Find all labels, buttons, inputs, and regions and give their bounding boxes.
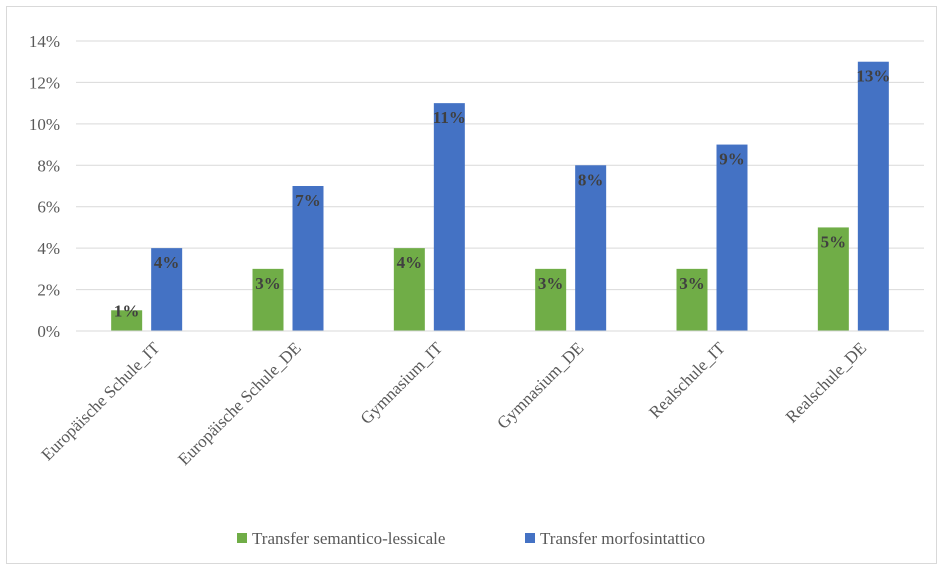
x-category-label: Realschule_DE: [782, 338, 870, 426]
x-category-label: Gymnasium_IT: [357, 338, 447, 428]
y-tick-label: 8%: [37, 156, 60, 175]
data-label: 4%: [154, 253, 180, 272]
bar-morfosintattico: [857, 61, 889, 331]
x-category-label: Realschule_IT: [645, 338, 729, 422]
x-axis-categories: Europäische Schule_IT Europäische Schule_…: [38, 338, 871, 469]
data-label: 4%: [397, 253, 423, 272]
legend-label-semantico: Transfer semantico-lessicale: [252, 529, 445, 548]
bar-semantico: [817, 227, 849, 331]
legend-swatch-morfosintattico: [525, 533, 535, 543]
legend: Transfer semantico-lessicale Transfer mo…: [237, 529, 705, 548]
y-tick-label: 12%: [29, 73, 60, 92]
data-label: 11%: [433, 108, 466, 127]
legend-label-morfosintattico: Transfer morfosintattico: [540, 529, 705, 548]
y-tick-label: 0%: [37, 322, 60, 341]
y-axis-ticks: 0% 2% 4% 6% 8% 10% 12% 14%: [29, 32, 60, 341]
bar-morfosintattico: [575, 165, 607, 331]
x-category-label: Europäische Schule_IT: [38, 338, 164, 464]
data-label: 3%: [679, 274, 705, 293]
bar-morfosintattico: [292, 186, 324, 331]
legend-swatch-semantico: [237, 533, 247, 543]
data-label: 3%: [255, 274, 281, 293]
bar-morfosintattico: [716, 144, 748, 331]
data-label: 13%: [856, 67, 890, 86]
y-tick-label: 4%: [37, 239, 60, 258]
y-tick-label: 10%: [29, 115, 60, 134]
bar-semantico: [393, 248, 425, 331]
x-category-label: Gymnasium_DE: [493, 338, 587, 432]
data-label: 8%: [578, 170, 604, 189]
y-tick-label: 2%: [37, 281, 60, 300]
bar-semantico: [676, 268, 708, 331]
data-label: 5%: [821, 232, 847, 251]
bar-semantico: [535, 268, 567, 331]
y-tick-label: 14%: [29, 32, 60, 51]
bar-morfosintattico: [433, 103, 465, 332]
x-category-label: Europäische Schule_DE: [174, 338, 305, 469]
data-label: 7%: [295, 191, 321, 210]
data-labels: 1% 4% 3% 7% 4% 11% 3% 8% 3% 9% 5% 13%: [114, 67, 890, 321]
bar-morfosintattico: [151, 248, 183, 331]
bar-semantico: [111, 310, 143, 331]
data-label: 1%: [114, 301, 140, 320]
bar-semantico: [252, 268, 284, 331]
y-tick-label: 6%: [37, 198, 60, 217]
data-label: 3%: [538, 274, 564, 293]
bars: [111, 61, 889, 332]
data-label: 9%: [719, 150, 745, 169]
gridlines: [76, 40, 924, 291]
